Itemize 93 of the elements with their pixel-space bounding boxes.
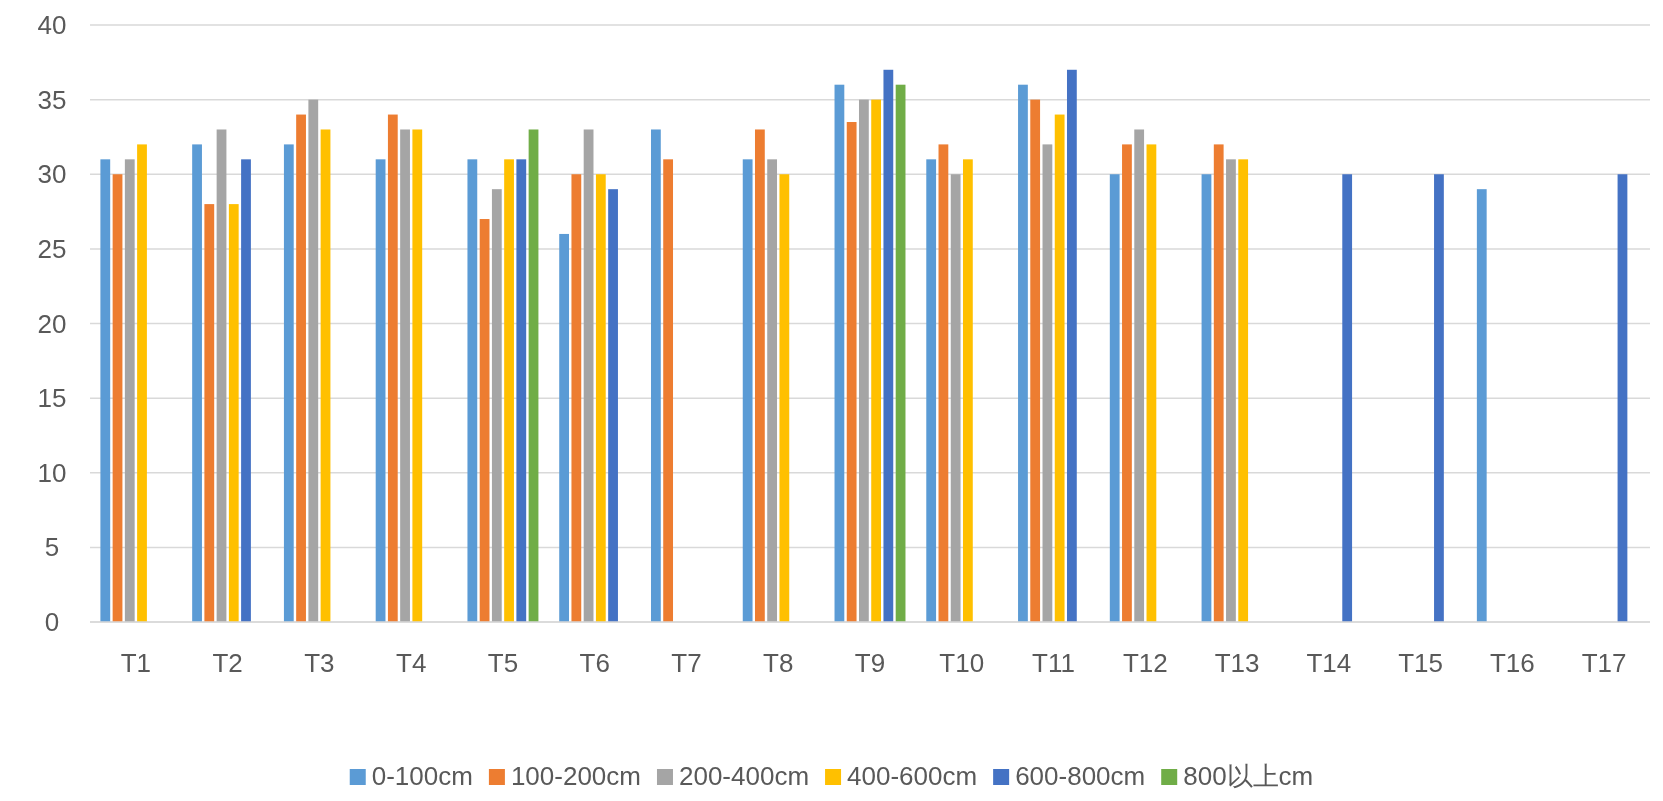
x-tick-label: T7 [671,648,702,678]
bar [1213,144,1224,622]
bar [595,174,606,622]
x-tick-label: T10 [939,648,985,678]
bar [308,99,319,622]
bar [779,174,790,622]
y-tick-label: 10 [37,457,67,488]
bar [375,159,386,622]
y-tick-label: 40 [37,10,67,40]
x-tick-label: T14 [1306,648,1352,678]
bar [124,159,135,622]
x-tick-label: T6 [579,648,610,678]
bar [467,159,478,622]
bar [871,99,882,622]
x-tick-label: T12 [1122,648,1168,678]
bar [1434,174,1444,622]
bar [100,159,111,622]
x-tick-label: T15 [1398,648,1443,678]
bar [1109,174,1120,622]
legend-label: 200-400cm [678,761,810,791]
x-tick-label: T9 [854,648,886,678]
x-tick-label: T17 [1581,648,1627,678]
x-tick-label: T5 [487,648,519,678]
y-tick-label: 30 [37,159,67,190]
x-tick-label: T13 [1214,648,1260,678]
legend-label: 800以上cm [1183,761,1314,791]
bar [491,189,502,622]
bar [192,144,202,622]
bar [1476,189,1487,622]
legend-label: 0-100cm [371,761,473,791]
bar [228,204,239,622]
bar [1134,129,1145,622]
bar [1042,144,1053,622]
bar [283,144,294,622]
y-tick-label: 5 [44,532,60,563]
x-tick-label: T8 [763,648,794,678]
bar [883,69,894,622]
bar [516,159,527,622]
bar [754,129,765,622]
bar [504,159,514,622]
legend-label: 400-600cm [847,761,978,791]
bar [1617,174,1628,622]
bar [112,174,123,622]
bar [1122,144,1132,622]
bar [387,114,398,622]
bar [528,129,539,622]
bar [137,144,147,622]
bar [962,159,973,622]
bar [608,189,618,622]
x-tick-label: T11 [1032,648,1075,678]
y-tick-label: 20 [37,308,67,339]
bar [895,84,906,622]
bar [1201,174,1212,622]
y-tick-label: 0 [44,607,60,637]
bar [1018,84,1028,622]
bar [1146,144,1157,622]
x-tick-label: T4 [396,648,427,678]
bar [926,159,937,622]
bar [858,99,869,622]
x-tick-label: T3 [304,648,335,678]
bar [559,233,570,622]
bar [938,144,949,622]
bar [1238,159,1249,622]
y-tick-label: 35 [37,84,67,115]
bar [650,129,661,622]
bar [1054,114,1065,622]
x-tick-label: T1 [120,648,152,678]
bar [412,129,423,622]
bar [834,84,845,622]
bar [950,174,961,622]
x-tick-label: T2 [212,648,243,678]
bar [742,159,753,622]
bar [1342,174,1353,622]
bar [846,122,857,622]
y-tick-label: 15 [37,383,67,414]
bar [1226,159,1236,622]
legend-label: 600-800cm [1015,761,1146,791]
bar [241,159,251,622]
bar [767,159,778,622]
legend-label: 100-200cm [510,761,641,791]
bar [1030,99,1041,622]
bar [204,204,215,622]
x-tick-label: T16 [1489,648,1535,678]
bar [296,114,306,622]
bar [663,159,674,622]
bar [400,129,410,622]
bar [320,129,331,622]
bar [1066,69,1077,622]
bar [479,219,490,622]
bar [571,174,582,622]
bar [216,129,227,622]
y-tick-label: 25 [37,233,67,264]
bar [583,129,594,622]
